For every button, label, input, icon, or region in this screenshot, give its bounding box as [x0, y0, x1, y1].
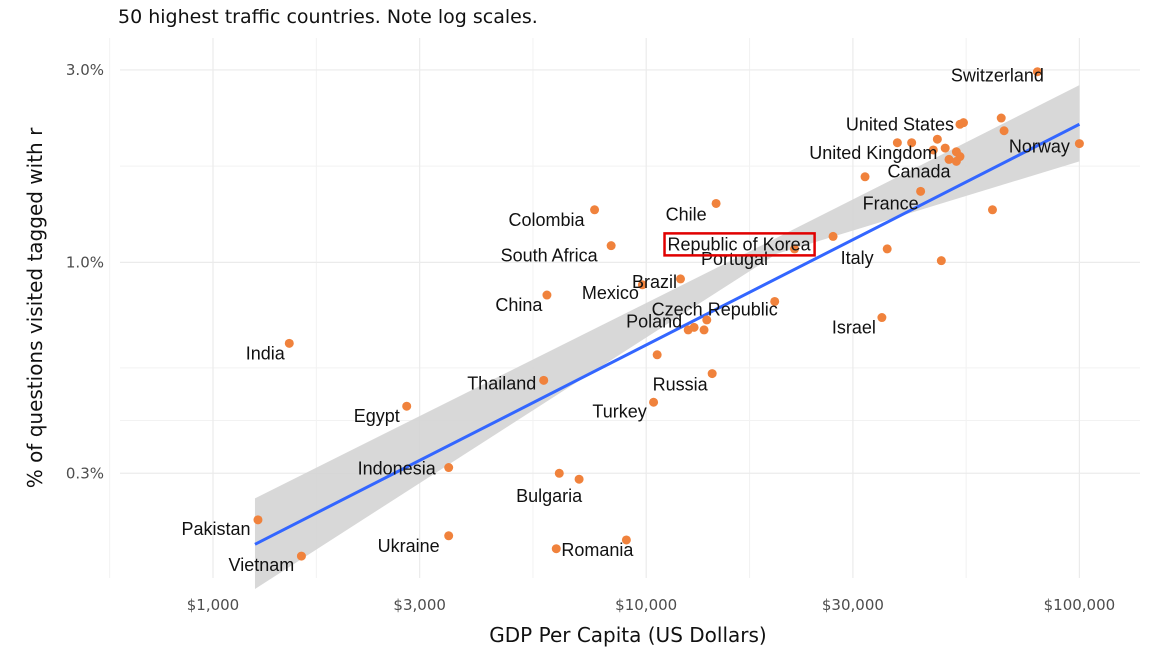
data-point — [590, 205, 600, 215]
x-axis-ticks: $1,000 $3,000 $10,000 $30,000 $100,000 — [187, 596, 1115, 614]
point-label: Norway — [1009, 137, 1070, 157]
point-label: India — [246, 343, 286, 363]
chart-subtitle: 50 highest traffic countries. Note log s… — [118, 6, 538, 28]
point-label: United Kingdom — [809, 143, 937, 163]
point-label: Vietnam — [229, 555, 295, 575]
data-point — [907, 138, 917, 148]
data-point — [1032, 67, 1042, 77]
x-tick-label: $10,000 — [615, 596, 677, 614]
point-label: Egypt — [354, 406, 400, 426]
point-label: Romania — [561, 540, 634, 560]
x-tick-label: $1,000 — [187, 596, 240, 614]
data-point — [944, 154, 954, 164]
point-label: South Africa — [501, 246, 599, 266]
x-tick-label: $3,000 — [393, 596, 446, 614]
highlight-box — [663, 232, 816, 257]
point-label: Poland — [626, 311, 682, 331]
data-point — [296, 551, 306, 561]
trend-line — [254, 122, 1081, 546]
point-label: Pakistan — [181, 519, 250, 539]
data-point — [444, 463, 454, 473]
data-point — [916, 186, 926, 196]
data-point — [539, 375, 549, 385]
data-point — [402, 401, 412, 411]
data-point — [649, 397, 659, 407]
data-point — [444, 531, 454, 541]
y-axis-title: % of questions visited tagged with r — [23, 127, 47, 488]
data-point — [828, 231, 838, 241]
y-tick-label: 3.0% — [66, 61, 104, 79]
data-point — [574, 474, 584, 484]
point-label: Israel — [832, 318, 876, 338]
y-tick-label: 1.0% — [66, 253, 104, 271]
data-point — [606, 241, 616, 251]
data-point — [892, 138, 902, 148]
data-point — [860, 172, 870, 182]
data-point — [554, 468, 564, 478]
data-point — [707, 369, 717, 379]
data-point — [284, 338, 294, 348]
point-label: Canada — [887, 161, 951, 181]
x-tick-label: $100,000 — [1044, 596, 1116, 614]
data-point — [996, 113, 1006, 123]
data-point — [683, 325, 693, 335]
data-point — [940, 143, 950, 153]
data-point — [542, 290, 552, 300]
data-point — [987, 205, 997, 215]
data-point — [1074, 139, 1084, 149]
point-label: Portugal — [701, 249, 768, 269]
data-point — [253, 515, 263, 525]
point-label: Thailand — [467, 373, 536, 393]
data-point — [699, 325, 709, 335]
data-point — [958, 118, 968, 128]
data-point — [790, 244, 800, 254]
point-label: Republic of Korea — [668, 234, 812, 254]
data-point — [877, 313, 887, 323]
point-labels: Switzerland United States United Kingdom No… — [181, 66, 1069, 575]
data-point — [676, 274, 686, 284]
data-point — [711, 198, 721, 208]
data-point — [770, 296, 780, 306]
y-tick-label: 0.3% — [66, 464, 104, 482]
data-point — [637, 280, 647, 290]
point-label: Turkey — [592, 401, 646, 421]
point-label: China — [495, 295, 543, 315]
point-label: United States — [846, 114, 954, 134]
data-point — [551, 544, 561, 554]
x-axis-title: GDP Per Capita (US Dollars) — [489, 623, 766, 647]
data-point — [652, 350, 662, 360]
point-label: Brazil — [632, 272, 677, 292]
confidence-band — [254, 85, 1080, 589]
data-point — [999, 126, 1009, 136]
point-label: Italy — [841, 248, 874, 268]
y-axis-ticks: 0.3% 1.0% 3.0% — [66, 61, 104, 482]
data-point — [882, 244, 892, 254]
point-label: Colombia — [509, 210, 586, 230]
x-tick-label: $30,000 — [822, 596, 884, 614]
point-label: France — [863, 193, 919, 213]
data-point — [932, 134, 942, 144]
point-label: Chile — [666, 204, 707, 224]
point-label: Russia — [653, 375, 709, 395]
point-label: Bulgaria — [516, 486, 583, 506]
data-points — [253, 67, 1084, 561]
point-label: Switzerland — [951, 66, 1044, 86]
data-point — [702, 315, 712, 325]
point-label: Mexico — [582, 283, 639, 303]
point-label: Indonesia — [358, 459, 437, 479]
point-label: Ukraine — [378, 536, 440, 556]
point-label: Czech Republic — [652, 299, 778, 319]
data-point — [928, 145, 938, 155]
data-point — [621, 535, 631, 545]
data-point — [936, 256, 946, 266]
data-point — [955, 152, 965, 162]
